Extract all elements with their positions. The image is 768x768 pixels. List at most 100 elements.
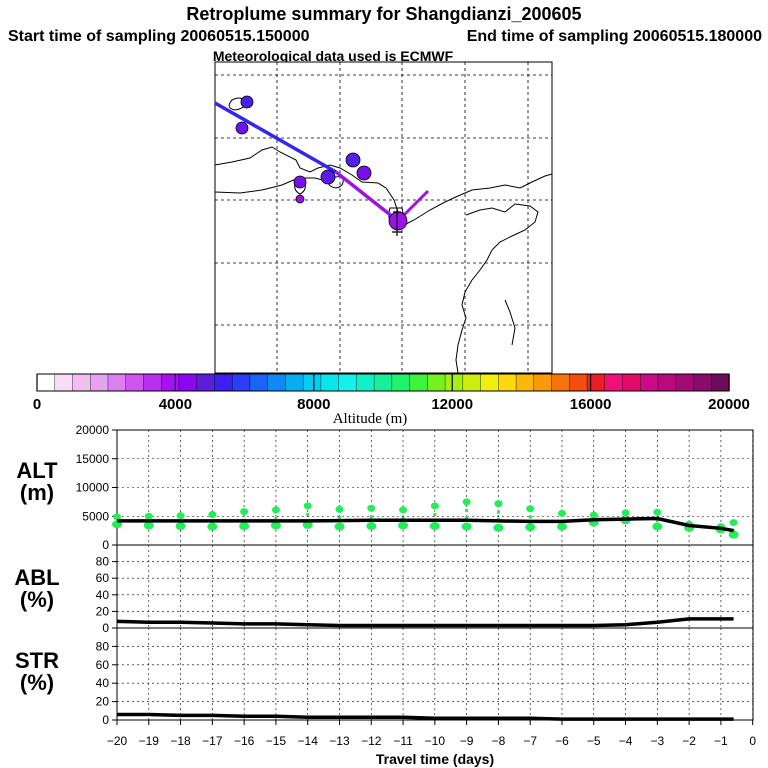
alt-cluster-low <box>429 522 440 531</box>
alt-cluster-low <box>652 522 663 531</box>
str-panel-label: STR <box>15 648 59 673</box>
x-tick-label: 0 <box>749 734 756 748</box>
alt-cluster-high <box>462 498 471 506</box>
alt-cluster-low <box>270 521 281 530</box>
x-tick-label: −7 <box>523 734 537 748</box>
colorbar-tick-label: 12000 <box>431 396 473 413</box>
alt-y-tick-label: 5000 <box>82 509 109 523</box>
abl-y-tick-label: 60 <box>96 571 110 585</box>
alt-cluster-low <box>461 522 472 531</box>
x-tick-label: −5 <box>587 734 601 748</box>
colorbar-swatch <box>515 373 535 392</box>
colorbar-swatches <box>36 373 730 392</box>
map-frame <box>214 61 553 374</box>
alt-panel-label: ALT <box>16 458 58 483</box>
alt-cluster-high <box>335 505 344 513</box>
plume-cluster-marker <box>235 121 249 135</box>
colorbar-swatch <box>90 373 109 392</box>
plume-cluster-marker <box>240 95 254 109</box>
alt-cluster-high <box>240 508 249 516</box>
plume-cluster-marker <box>388 211 408 231</box>
plume-cluster-marker <box>295 194 305 204</box>
x-tick-label: −15 <box>266 734 287 748</box>
abl-y-tick-label: 0 <box>102 621 109 635</box>
alt-cluster-low <box>525 523 536 532</box>
x-tick-label: −11 <box>393 734 413 748</box>
colorbar-tick-label: 16000 <box>570 396 612 413</box>
border-line-c <box>403 173 553 226</box>
colorbar: 0 4000 8000 12000 16000 20000 Altitude (m) <box>33 373 750 427</box>
alt-panel-unit: (m) <box>20 480 54 505</box>
str-line <box>117 712 734 721</box>
x-tick-label: −3 <box>650 734 664 748</box>
colorbar-swatch <box>231 373 251 392</box>
alt-cluster-low <box>302 520 313 529</box>
colorbar-swatch <box>36 373 56 392</box>
alt-y-tick-label: 20000 <box>76 423 110 437</box>
border-line-a <box>214 146 405 226</box>
trajectory-blue <box>214 101 337 174</box>
alt-y-tick-label: 15000 <box>76 452 110 466</box>
colorbar-tick-label: 4000 <box>159 396 192 413</box>
str-panel-unit: (%) <box>20 670 54 695</box>
alt-series <box>112 498 739 539</box>
alt-cluster-low <box>143 521 154 530</box>
colorbar-swatch <box>161 373 180 392</box>
trajectory-layer <box>214 95 430 236</box>
colorbar-swatch <box>480 373 500 392</box>
str-y-tick-label: 60 <box>96 658 110 672</box>
trajectory-purple <box>334 170 400 223</box>
coastline-peninsula <box>504 299 516 346</box>
colorbar-swatch <box>444 373 464 392</box>
colorbar-tick-label: 20000 <box>708 396 750 413</box>
alt-cluster-low <box>175 522 186 531</box>
colorbar-tick-label: 0 <box>33 396 41 413</box>
release-site-marker <box>392 208 402 236</box>
colorbar-swatch <box>657 373 677 392</box>
colorbar-swatch <box>356 373 375 392</box>
alt-cluster-low <box>366 522 377 531</box>
colorbar-swatch <box>107 373 127 392</box>
alt-cluster-low <box>398 521 409 530</box>
x-tick-label: −18 <box>170 734 191 748</box>
abl-panel-label: ABL <box>14 565 59 590</box>
colorbar-swatch <box>143 373 162 392</box>
abl-line <box>116 617 734 628</box>
colorbar-tick-label: 8000 <box>297 396 330 413</box>
colorbar-swatch <box>498 373 517 392</box>
alt-cluster-high <box>303 502 312 510</box>
alt-cluster-high <box>494 500 503 508</box>
alt-cluster-high <box>621 509 630 517</box>
plume-cluster-marker <box>356 165 372 181</box>
colorbar-swatch <box>302 373 322 392</box>
x-tick-label: −12 <box>361 734 382 748</box>
abl-y-tick-label: 40 <box>96 588 110 602</box>
colorbar-swatch <box>622 373 641 392</box>
abl-y-tick-label: 80 <box>96 555 110 569</box>
alt-cluster-high <box>430 502 439 510</box>
str-series <box>117 712 734 721</box>
alt-cluster-low <box>556 522 567 531</box>
alt-cluster-high <box>653 508 662 516</box>
x-tick-labels: −20 −19 −18 −17 −16 −15 −14 −13 −12 −11 −10 −9 −8 −7−… <box>107 734 757 748</box>
colorbar-swatch <box>338 373 358 392</box>
x-tick-label: −4 <box>619 734 633 748</box>
colorbar-swatch <box>373 373 393 392</box>
alt-cluster-high <box>113 513 121 521</box>
alt-y-tick-label: 0 <box>102 538 109 552</box>
x-tick-label: −2 <box>682 734 696 748</box>
colorbar-swatch <box>427 373 446 392</box>
colorbar-swatch <box>604 373 624 392</box>
alt-cluster-high <box>271 506 280 514</box>
start-time-label: Start time of sampling 20060515.150000 <box>8 28 310 45</box>
colorbar-swatch <box>409 373 429 392</box>
alt-cluster-high <box>589 511 598 519</box>
colorbar-swatch <box>249 373 269 392</box>
colorbar-swatch <box>586 373 606 392</box>
colorbar-swatch <box>125 373 145 392</box>
alt-cluster-high <box>526 505 535 513</box>
colorbar-swatch <box>54 373 74 392</box>
alt-cluster-low <box>334 522 345 531</box>
alt-cluster-high <box>176 512 185 520</box>
